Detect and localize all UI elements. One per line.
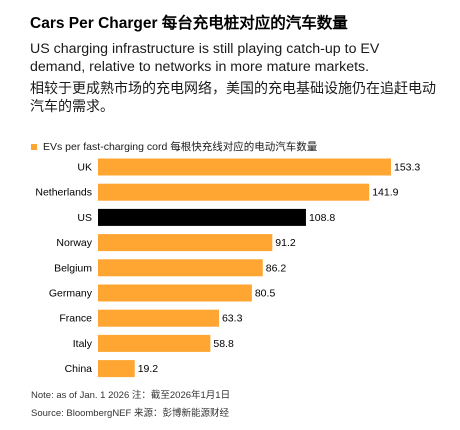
bar-italy bbox=[98, 334, 211, 352]
chart-source: Source: BloombergNEF 来源：彭博新能源财经 bbox=[31, 408, 229, 419]
category-label-italy: Italy bbox=[73, 338, 93, 350]
category-label-france: France bbox=[59, 313, 92, 325]
bar-france bbox=[98, 309, 219, 327]
value-label-norway: 91.2 bbox=[275, 237, 296, 249]
category-label-china: China bbox=[65, 363, 93, 375]
value-label-italy: 58.8 bbox=[213, 338, 234, 350]
bar-norway bbox=[98, 234, 273, 252]
category-label-norway: Norway bbox=[56, 237, 92, 249]
category-label-uk: UK bbox=[77, 162, 92, 174]
bar-us bbox=[98, 208, 306, 226]
value-label-france: 63.3 bbox=[222, 313, 243, 325]
value-label-china: 19.2 bbox=[138, 363, 159, 375]
legend-swatch bbox=[31, 144, 37, 150]
bar-belgium bbox=[98, 259, 263, 277]
chart-legend: EVs per fast-charging cord 每根快充线对应的电动汽车数… bbox=[31, 141, 317, 153]
chart-title: Cars Per Charger 每台充电桩对应的汽车数量 bbox=[30, 15, 348, 32]
category-label-belgium: Belgium bbox=[54, 262, 92, 274]
value-label-us: 108.8 bbox=[309, 212, 335, 224]
chart-subtitle-chinese: 相较于更成熟市场的充电网络，美国的充电基础设施仍在追赶电动 汽车的需求。 bbox=[30, 80, 436, 114]
bar-netherlands bbox=[98, 183, 370, 201]
bar-germany bbox=[98, 284, 252, 302]
bar-china bbox=[98, 360, 135, 378]
category-label-us: US bbox=[77, 212, 92, 224]
bar-chart: UK 153.3 Netherlands 141.9 US 108.8 Norway 91.2… bbox=[35, 158, 420, 378]
value-label-belgium: 86.2 bbox=[266, 262, 287, 274]
category-label-germany: Germany bbox=[49, 288, 93, 300]
chart-note: Note: as of Jan. 1 2026 注：截至2026年1月1日 bbox=[31, 390, 231, 401]
category-label-netherlands: Netherlands bbox=[35, 187, 92, 199]
value-label-netherlands: 141.9 bbox=[372, 187, 398, 199]
bar-uk bbox=[98, 158, 391, 176]
value-label-germany: 80.5 bbox=[255, 288, 276, 300]
value-label-uk: 153.3 bbox=[394, 162, 420, 174]
legend-label: EVs per fast-charging cord 每根快充线对应的电动汽车数… bbox=[43, 141, 318, 153]
chart-subtitle-english: US charging infrastructure is still play… bbox=[30, 41, 380, 75]
